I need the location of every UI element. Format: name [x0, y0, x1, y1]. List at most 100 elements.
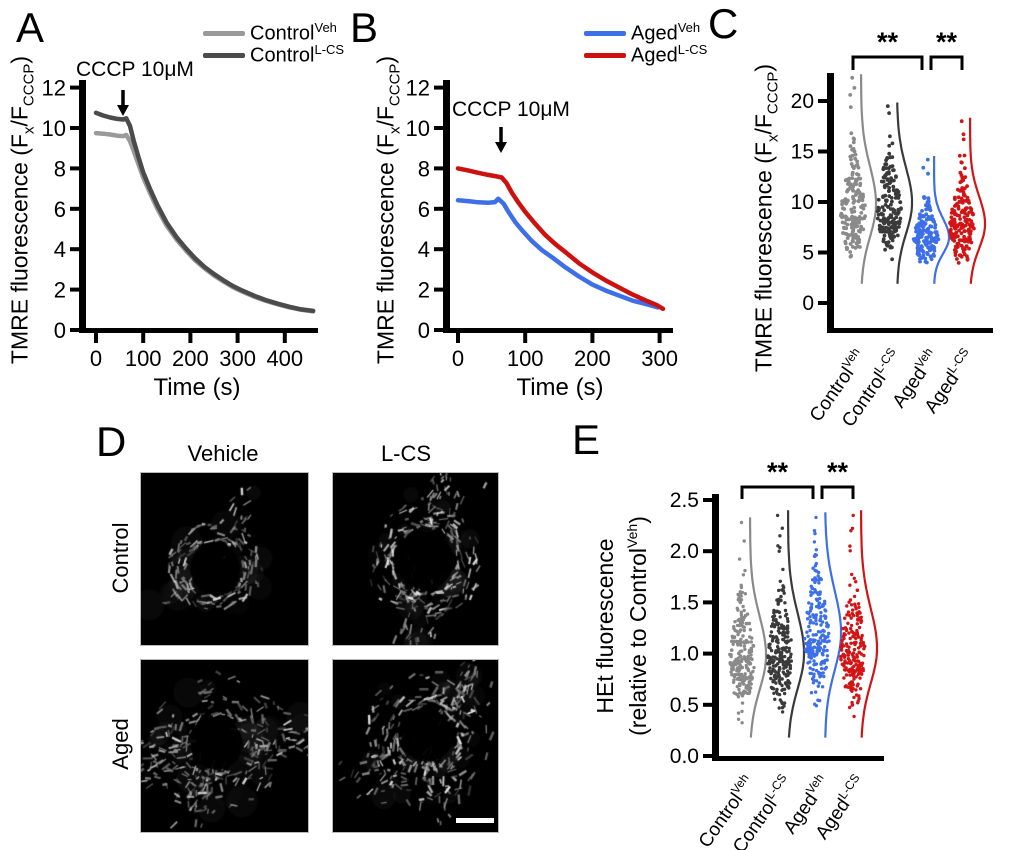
- data-point-E: [739, 610, 743, 614]
- data-point-E: [775, 609, 779, 613]
- x-axis-A: [79, 328, 318, 333]
- data-point-C: [897, 225, 901, 229]
- data-point-C: [852, 166, 856, 171]
- data-point-E: [736, 695, 741, 699]
- sig-label-E: **: [767, 457, 789, 487]
- data-point-E: [781, 660, 785, 665]
- data-point-C: [850, 230, 855, 234]
- data-point-E: [820, 666, 824, 671]
- data-point-C: [923, 241, 928, 246]
- data-point-E: [814, 679, 819, 683]
- data-point-E: [752, 665, 756, 670]
- data-point-C: [956, 261, 961, 265]
- data-point-E: [775, 620, 779, 624]
- data-point-E: [843, 654, 847, 659]
- data-point-E: [856, 682, 860, 686]
- data-point-C: [914, 240, 919, 245]
- data-point-C: [883, 203, 888, 207]
- data-point-E: [814, 618, 818, 623]
- x-axis-label-a: Time (s): [153, 374, 241, 401]
- legend-line-control-veh-icon: [203, 30, 245, 36]
- data-point-E: [738, 691, 742, 695]
- data-point-C: [855, 159, 860, 164]
- data-point-C: [887, 189, 891, 194]
- data-point-C: [891, 224, 896, 229]
- data-point-E: [775, 650, 779, 654]
- x-tick-label-B: 100: [507, 346, 544, 371]
- data-point-E: [848, 598, 853, 602]
- data-point-E: [821, 633, 825, 637]
- y-tick-label-E: 0.0: [670, 745, 699, 768]
- data-point-C: [850, 214, 855, 219]
- data-point-E: [823, 658, 827, 663]
- data-point-C: [965, 184, 969, 189]
- data-point-E: [821, 648, 826, 652]
- data-point-E: [783, 660, 788, 664]
- data-point-E: [816, 604, 820, 609]
- data-point-C: [854, 182, 858, 187]
- data-point-C: [851, 140, 856, 145]
- y-tick-E: [703, 702, 712, 707]
- data-point-E: [855, 655, 859, 659]
- data-point-E: [737, 665, 742, 669]
- data-point-C: [921, 224, 926, 229]
- data-point-C: [913, 237, 917, 242]
- data-point-E: [739, 637, 743, 641]
- data-point-E: [772, 691, 776, 695]
- data-point-E: [737, 669, 741, 673]
- data-point-E: [857, 650, 861, 655]
- data-point-C: [859, 211, 864, 215]
- data-point-E: [858, 676, 862, 680]
- data-point-C: [957, 200, 962, 204]
- y-tick-label-A: 0: [54, 318, 66, 343]
- series-A-0: [93, 130, 316, 314]
- data-point-E: [781, 670, 785, 674]
- data-point-C: [853, 156, 858, 161]
- data-point-E: [818, 596, 822, 601]
- data-point-C: [880, 205, 885, 210]
- data-point-E: [779, 700, 784, 704]
- data-point-C: [891, 184, 896, 189]
- data-point-E: [767, 645, 771, 649]
- data-point-E: [773, 655, 777, 659]
- micrograph-aged-lcs: [332, 659, 499, 833]
- data-point-C: [859, 224, 863, 229]
- data-point-E: [846, 668, 851, 673]
- data-point-C: [918, 259, 922, 264]
- data-point-E: [846, 610, 851, 614]
- data-point-C: [914, 226, 919, 231]
- data-point-E: [845, 613, 849, 617]
- data-point-E: [806, 661, 810, 665]
- data-point-C: [882, 221, 887, 226]
- data-point-C: [844, 201, 848, 206]
- y-tick-label-B: 0: [418, 318, 430, 343]
- data-point-C: [925, 157, 930, 162]
- data-point-E: [811, 566, 815, 570]
- data-point-C: [885, 177, 890, 182]
- data-point-C: [850, 220, 855, 225]
- data-point-C: [883, 229, 887, 234]
- y-tick-label-E: 1.0: [670, 643, 699, 666]
- data-point-C: [894, 175, 898, 179]
- violin-curve-E: [787, 510, 806, 738]
- data-point-E: [743, 647, 747, 651]
- data-point-C: [957, 228, 961, 233]
- data-point-E: [843, 616, 847, 620]
- data-point-C: [890, 155, 895, 160]
- data-point-E: [812, 540, 817, 544]
- data-point-E: [856, 611, 860, 615]
- y-axis-label-c: TMRE fluorescence (Fx/FCCCP): [750, 63, 782, 373]
- violin-curve-C: [969, 117, 987, 284]
- data-point-E: [743, 592, 747, 596]
- data-point-E: [780, 623, 784, 627]
- data-point-E: [742, 682, 746, 686]
- data-point-C: [964, 206, 969, 210]
- data-point-E: [823, 616, 828, 620]
- data-point-E: [814, 633, 818, 637]
- data-point-E: [812, 554, 817, 558]
- data-point-C: [962, 215, 967, 220]
- data-point-E: [778, 667, 782, 671]
- data-point-C: [844, 232, 849, 237]
- data-point-C: [848, 93, 853, 97]
